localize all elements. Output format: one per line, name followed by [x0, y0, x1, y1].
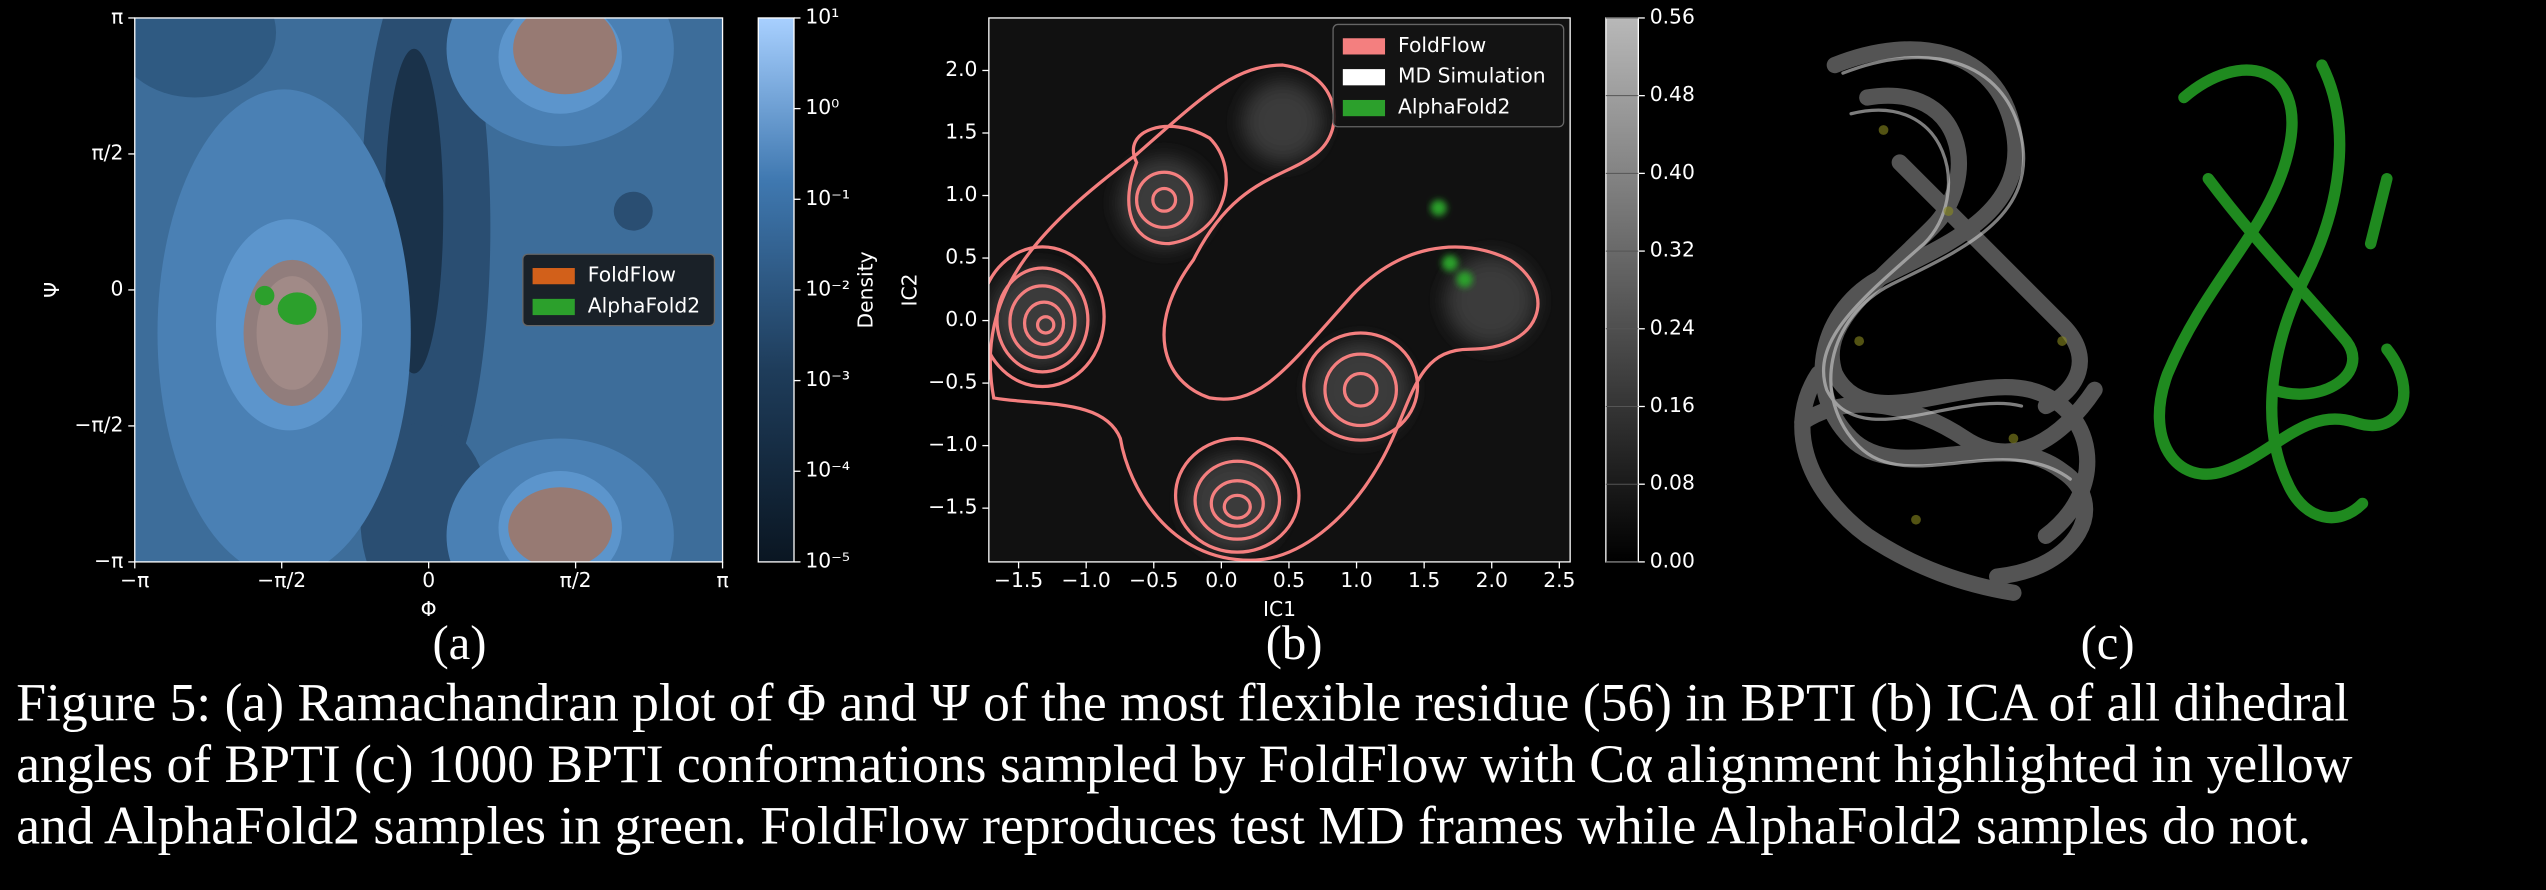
y-tick-label: 0.0	[945, 307, 977, 331]
colorbar-tick-label: 0.00	[1650, 548, 1695, 572]
x-tick-label: −π	[120, 568, 149, 592]
colorbar-tick-label: 10⁻⁵	[805, 548, 850, 572]
colorbar-tick-label: 10⁻²	[805, 276, 850, 300]
colorbar-tick-label: 0.16	[1650, 393, 1695, 417]
x-tick-label: 1.5	[1408, 568, 1440, 592]
colorbar-tick-label: 0.56	[1650, 4, 1695, 28]
x-axis-label: IC1	[1263, 597, 1296, 621]
x-tick-label: −π/2	[257, 568, 306, 592]
colorbar	[1605, 17, 1639, 563]
y-tick-label: −π/2	[74, 412, 123, 436]
legend-swatch	[532, 298, 575, 316]
x-tick-label: π	[716, 568, 728, 592]
x-tick-label: −0.5	[1129, 568, 1178, 592]
legend-label: AlphaFold2	[588, 293, 700, 317]
colorbar-tick-label: 10⁻⁴	[805, 458, 850, 482]
y-tick-label: π	[111, 4, 123, 28]
colorbar	[757, 17, 795, 563]
legend-swatch	[1342, 69, 1386, 86]
colorbar-label: Density	[854, 251, 878, 328]
x-tick-label: π/2	[560, 568, 592, 592]
axes-frame	[988, 17, 1571, 563]
x-tick-label: 0	[422, 568, 435, 592]
colorbar-tick-label: 10⁻¹	[805, 186, 850, 210]
x-tick-label: 2.5	[1543, 568, 1575, 592]
x-axis-label: Φ	[421, 597, 437, 621]
legend-swatch	[1342, 38, 1386, 55]
colorbar-tick-label: 10⁰	[805, 95, 839, 119]
y-tick-label: 1.5	[945, 120, 977, 144]
density-contours	[134, 17, 723, 562]
colorbar-tick-label: 0.48	[1650, 82, 1695, 106]
y-tick-label: −0.5	[928, 370, 977, 394]
legend-box	[1332, 23, 1565, 128]
colorbar-tick-label: 0.08	[1650, 471, 1695, 495]
y-tick-label: −π	[94, 548, 123, 572]
y-tick-label: 0.5	[945, 245, 977, 269]
x-tick-label: 0.5	[1273, 568, 1305, 592]
caption-line: and AlphaFold2 samples in green. FoldFlo…	[16, 796, 2311, 856]
colorbar-tick-label: 10¹	[805, 4, 839, 28]
y-axis-label: IC2	[897, 273, 921, 306]
colorbar-tick-label: 0.24	[1650, 315, 1695, 339]
colorbar-tick-label: 10⁻³	[805, 367, 850, 391]
colorbar-tick-label: 0.32	[1650, 238, 1695, 262]
y-tick-label: −1.0	[928, 432, 977, 456]
x-tick-label: −1.0	[1062, 568, 1111, 592]
y-tick-label: 2.0	[945, 57, 977, 81]
y-tick-label: 1.0	[945, 182, 977, 206]
x-tick-label: 0.0	[1205, 568, 1237, 592]
legend-label: FoldFlow	[1398, 33, 1486, 57]
legend-label: FoldFlow	[588, 263, 676, 287]
panel-label: (c)	[2081, 616, 2135, 670]
legend-label: MD Simulation	[1398, 64, 1546, 88]
x-tick-label: −1.5	[994, 568, 1043, 592]
legend-swatch	[1342, 99, 1386, 117]
y-tick-label: π/2	[91, 140, 123, 164]
panel-label: (a)	[432, 616, 486, 670]
y-tick-label: 0	[110, 276, 123, 300]
caption-line: angles of BPTI (c) 1000 BPTI conformatio…	[16, 734, 2352, 794]
panel-label: (b)	[1266, 616, 1323, 670]
protein-ensemble	[1794, 41, 2410, 601]
y-tick-label: −1.5	[928, 495, 977, 519]
x-tick-label: 1.0	[1340, 568, 1372, 592]
legend-label: AlphaFold2	[1398, 95, 1510, 119]
legend-swatch	[532, 268, 575, 285]
caption-line: Figure 5: (a) Ramachandran plot of Φ and…	[16, 672, 2349, 732]
colorbar-tick-label: 0.40	[1650, 160, 1695, 184]
x-tick-label: 2.0	[1476, 568, 1508, 592]
y-axis-label: Ψ	[40, 282, 64, 298]
